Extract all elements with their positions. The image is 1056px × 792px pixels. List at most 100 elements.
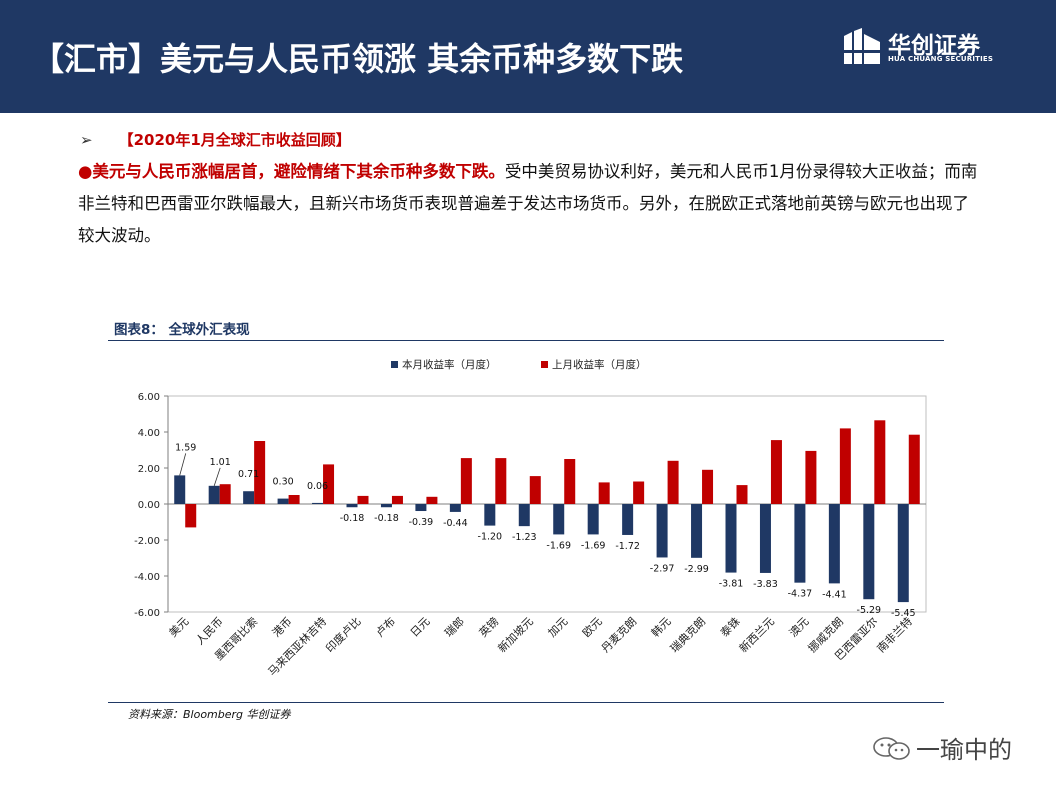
bar-previous-month [667,460,679,504]
data-label: -4.37 [788,589,813,600]
data-label: -2.97 [650,563,675,574]
bar-current-month [243,491,255,504]
bar-previous-month [874,420,886,504]
bar-current-month [794,504,806,583]
figure-title: 图表8： 全球外汇表现 [114,322,250,338]
y-tick-label: -2.00 [134,536,160,547]
x-tick-label: 瑞典克朗 [667,614,708,655]
header-bar: 【汇市】美元与人民币领涨 其余币种多数下跌 华创证券 HUA CHUANG SE… [0,0,1056,113]
x-tick-label: 卢布 [373,615,398,640]
data-label: -4.41 [822,589,847,600]
data-label: -3.83 [753,579,778,590]
summary-paragraph: ●美元与人民币涨幅居首，避险情绪下其余币种多数下跌。受中美贸易协议利好，美元和人… [78,156,978,252]
bar-previous-month [254,441,266,504]
data-label: -5.29 [857,605,882,616]
bar-current-month [346,504,358,508]
y-tick-label: -4.00 [134,572,160,583]
data-label: 0.30 [273,477,294,488]
data-label: -0.39 [409,517,434,528]
legend-label-current: 本月收益率（月度） [402,358,497,371]
x-tick-label: 英镑 [476,614,501,639]
x-tick-label: 加元 [546,615,571,640]
data-label: 1.59 [175,442,196,453]
bar-previous-month [219,484,231,504]
bar-current-month [691,504,703,558]
x-tick-label: 港币 [270,615,295,640]
x-tick-label: 南非兰特 [874,614,915,655]
bar-previous-month [839,428,851,504]
x-tick-label: 马来西亚林吉特 [265,614,329,678]
bar-previous-month [564,459,576,504]
bar-previous-month [185,504,197,528]
bar-current-month [897,504,909,603]
bar-previous-month [908,434,920,504]
bar-current-month [759,504,771,573]
data-label: -1.69 [581,540,606,551]
logo-name-cn: 华创证券 [888,33,980,59]
bar-current-month [587,504,599,535]
x-tick-label: 人民币 [193,615,226,648]
watermark: 一瑜中的 [872,730,1032,764]
company-logo: 华创证券 HUA CHUANG SECURITIES [844,24,1004,72]
data-label: 1.01 [210,457,231,468]
data-label: -5.45 [891,608,916,619]
data-label: -0.18 [340,513,365,524]
x-tick-label: 欧元 [580,615,605,640]
legend-label-previous: 上月收益率（月度） [552,358,647,371]
bar-current-month [828,504,840,584]
x-tick-label: 印度卢比 [323,614,364,655]
summary-lead: ●美元与人民币涨幅居首，避险情绪下其余币种多数下跌。 [78,162,505,181]
legend-swatch-current [391,361,398,368]
data-label: -1.20 [478,532,503,543]
figure-bottom-rule [108,702,944,703]
bar-previous-month [426,496,438,504]
summary-body: 受中美贸易协议利好，美元和人民币1月份录得较大正收益；而南非兰特和巴西雷亚尔跌幅… [78,162,978,245]
data-label: 0.71 [238,469,259,480]
wechat-icon [873,737,910,760]
bar-current-month [380,504,392,508]
data-label: -1.72 [615,541,640,552]
legend-swatch-previous [541,361,548,368]
data-label-leader [179,453,187,476]
data-label: 0.06 [307,481,328,492]
arrow-bullet-icon: ➢ [80,131,93,149]
bar-previous-month [529,476,541,504]
section-heading: ➢ 【2020年1月全球汇市收益回顾】 [80,129,351,150]
data-label: -1.23 [512,532,537,543]
bar-current-month [312,502,324,504]
bar-current-month [553,504,565,535]
bar-previous-month [495,458,507,504]
x-tick-label: 新西兰元 [736,614,777,655]
bar-previous-month [460,458,472,504]
x-tick-label: 澳元 [787,615,812,640]
data-label: -0.18 [374,513,399,524]
y-tick-label: 2.00 [138,464,160,475]
x-tick-label: 丹麦克朗 [599,615,639,655]
bar-current-month [484,504,496,526]
figure-top-rule [108,340,944,341]
bar-previous-month [357,495,369,504]
bar-current-month [656,504,668,558]
page-title: 【汇市】美元与人民币领涨 其余币种多数下跌 [32,40,684,78]
x-tick-label: 韩元 [648,614,673,639]
y-tick-label: -6.00 [134,608,160,619]
bar-previous-month [323,464,335,504]
x-tick-label: 美元 [167,615,192,640]
bar-current-month [725,504,737,573]
data-label: -1.69 [546,540,571,551]
bar-current-month [174,475,186,504]
data-label: -0.44 [443,518,468,529]
figure-source: 资料来源：Bloomberg 华创证券 [128,708,291,721]
bar-current-month [415,504,427,512]
y-tick-label: 4.00 [138,428,160,439]
bar-previous-month [702,469,714,504]
bar-current-month [518,504,530,527]
data-label: -2.99 [684,564,709,575]
bar-previous-month [598,482,610,504]
watermark-text: 一瑜中的 [916,736,1012,764]
bar-previous-month [736,485,748,504]
huachuang-logo-icon [844,28,880,64]
bar-previous-month [805,450,817,504]
data-label: -3.81 [719,579,744,590]
data-label-leader [213,467,221,486]
